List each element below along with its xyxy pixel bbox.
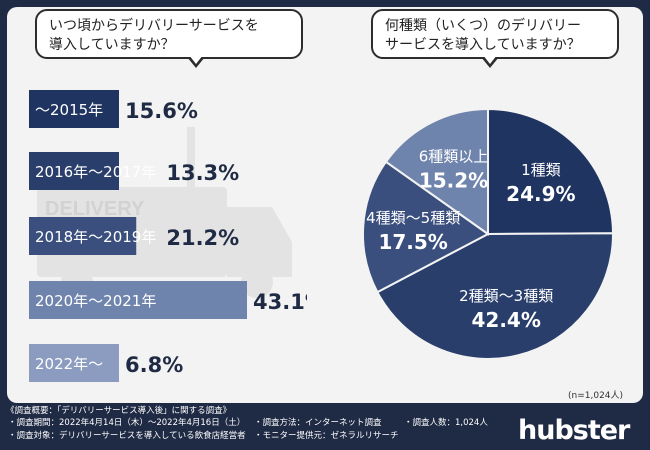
sample-size-note: (n=1,024人) bbox=[568, 391, 624, 401]
pie-category-label-1: 2種類〜3種類 bbox=[459, 287, 553, 305]
pie-value-label-3: 15.2% bbox=[419, 168, 488, 192]
pie-value-label-0: 24.9% bbox=[506, 182, 575, 206]
left-question-line-1: いつ頃からデリバリーサービスを bbox=[49, 18, 259, 34]
right-question-line-1: 何種類（いくつ）のデリバリー bbox=[385, 18, 581, 34]
bar-category-label-0: 〜2015年 bbox=[35, 101, 103, 119]
footer-target: ・調査対象：デリバリーサービスを導入している飲食店経営者 bbox=[8, 431, 246, 441]
bar-2 bbox=[29, 217, 137, 255]
bar-value-label-0: 15.6% bbox=[125, 99, 198, 123]
pie-value-label-2: 17.5% bbox=[378, 230, 447, 254]
bar-value-label-3: 43.1% bbox=[253, 290, 307, 314]
footer-count: ・調査人数：1,024人 bbox=[404, 418, 488, 428]
bar-category-label-3: 2020年〜2021年 bbox=[35, 292, 156, 310]
bar-value-label-1: 13.3% bbox=[166, 161, 239, 185]
footer-panel: ・モニター提供元：ゼネラルリサーチ bbox=[254, 431, 399, 441]
bar-4 bbox=[29, 344, 119, 382]
bar-category-label-1: 2016年〜2017年 bbox=[35, 163, 156, 181]
bar-value-label-2: 21.2% bbox=[166, 226, 239, 250]
left-question-line-2: 導入していますか？ bbox=[49, 37, 175, 53]
pie-slice-1 bbox=[375, 232, 614, 360]
bar-1 bbox=[29, 152, 119, 190]
hubster-logo: hubster bbox=[518, 415, 630, 446]
pie-category-label-0: 1種類 bbox=[521, 161, 561, 179]
pie-slice-2 bbox=[362, 160, 490, 294]
left-question-bubble: いつ頃からデリバリーサービスを 導入していますか？ bbox=[35, 9, 303, 68]
bar-value-label-4: 6.8% bbox=[125, 353, 183, 377]
chart-card: DELIVERY いつ頃からデリバリーサービスを 導入していますか？ 何種類（い… bbox=[7, 7, 643, 403]
pie-category-label-3: 6種類以上 bbox=[419, 147, 489, 165]
bar-0 bbox=[29, 90, 119, 128]
right-question-bubble: 何種類（いくつ）のデリバリー サービスを導入していますか？ bbox=[371, 9, 619, 68]
survey-footer: 《調査概要：「デリバリーサービス導入後」に関する調査》 ・調査期間：2022年4… bbox=[0, 404, 650, 450]
truck-label: DELIVERY bbox=[45, 198, 145, 220]
pie-category-label-2: 4種類〜5種類 bbox=[366, 209, 460, 227]
bar-category-label-2: 2018年〜2019年 bbox=[35, 228, 156, 246]
pie-value-label-1: 42.4% bbox=[471, 308, 540, 332]
right-question-line-2: サービスを導入していますか？ bbox=[385, 37, 581, 53]
footer-period: ・調査期間：2022年4月14日（木）〜2022年4月16日（土） bbox=[8, 418, 246, 428]
bar-category-label-4: 2022年〜 bbox=[35, 355, 103, 373]
bar-chart: 〜2015年 15.6% 2016年〜2017年 13.3% 2018年〜2019年 21… bbox=[29, 90, 307, 382]
pie-slice-0 bbox=[487, 107, 615, 236]
pie-slice-3 bbox=[384, 107, 489, 236]
pie-chart: 1種類 24.9% 2種類〜3種類 42.4% 4種類〜5種類 17.5% 6種類以上 15.… bbox=[362, 107, 615, 360]
footer-method: ・調査方法：インターネット調査 bbox=[254, 418, 382, 428]
footer-title: 《調査概要：「デリバリーサービス導入後」に関する調査》 bbox=[6, 406, 232, 416]
bar-3 bbox=[29, 281, 247, 319]
